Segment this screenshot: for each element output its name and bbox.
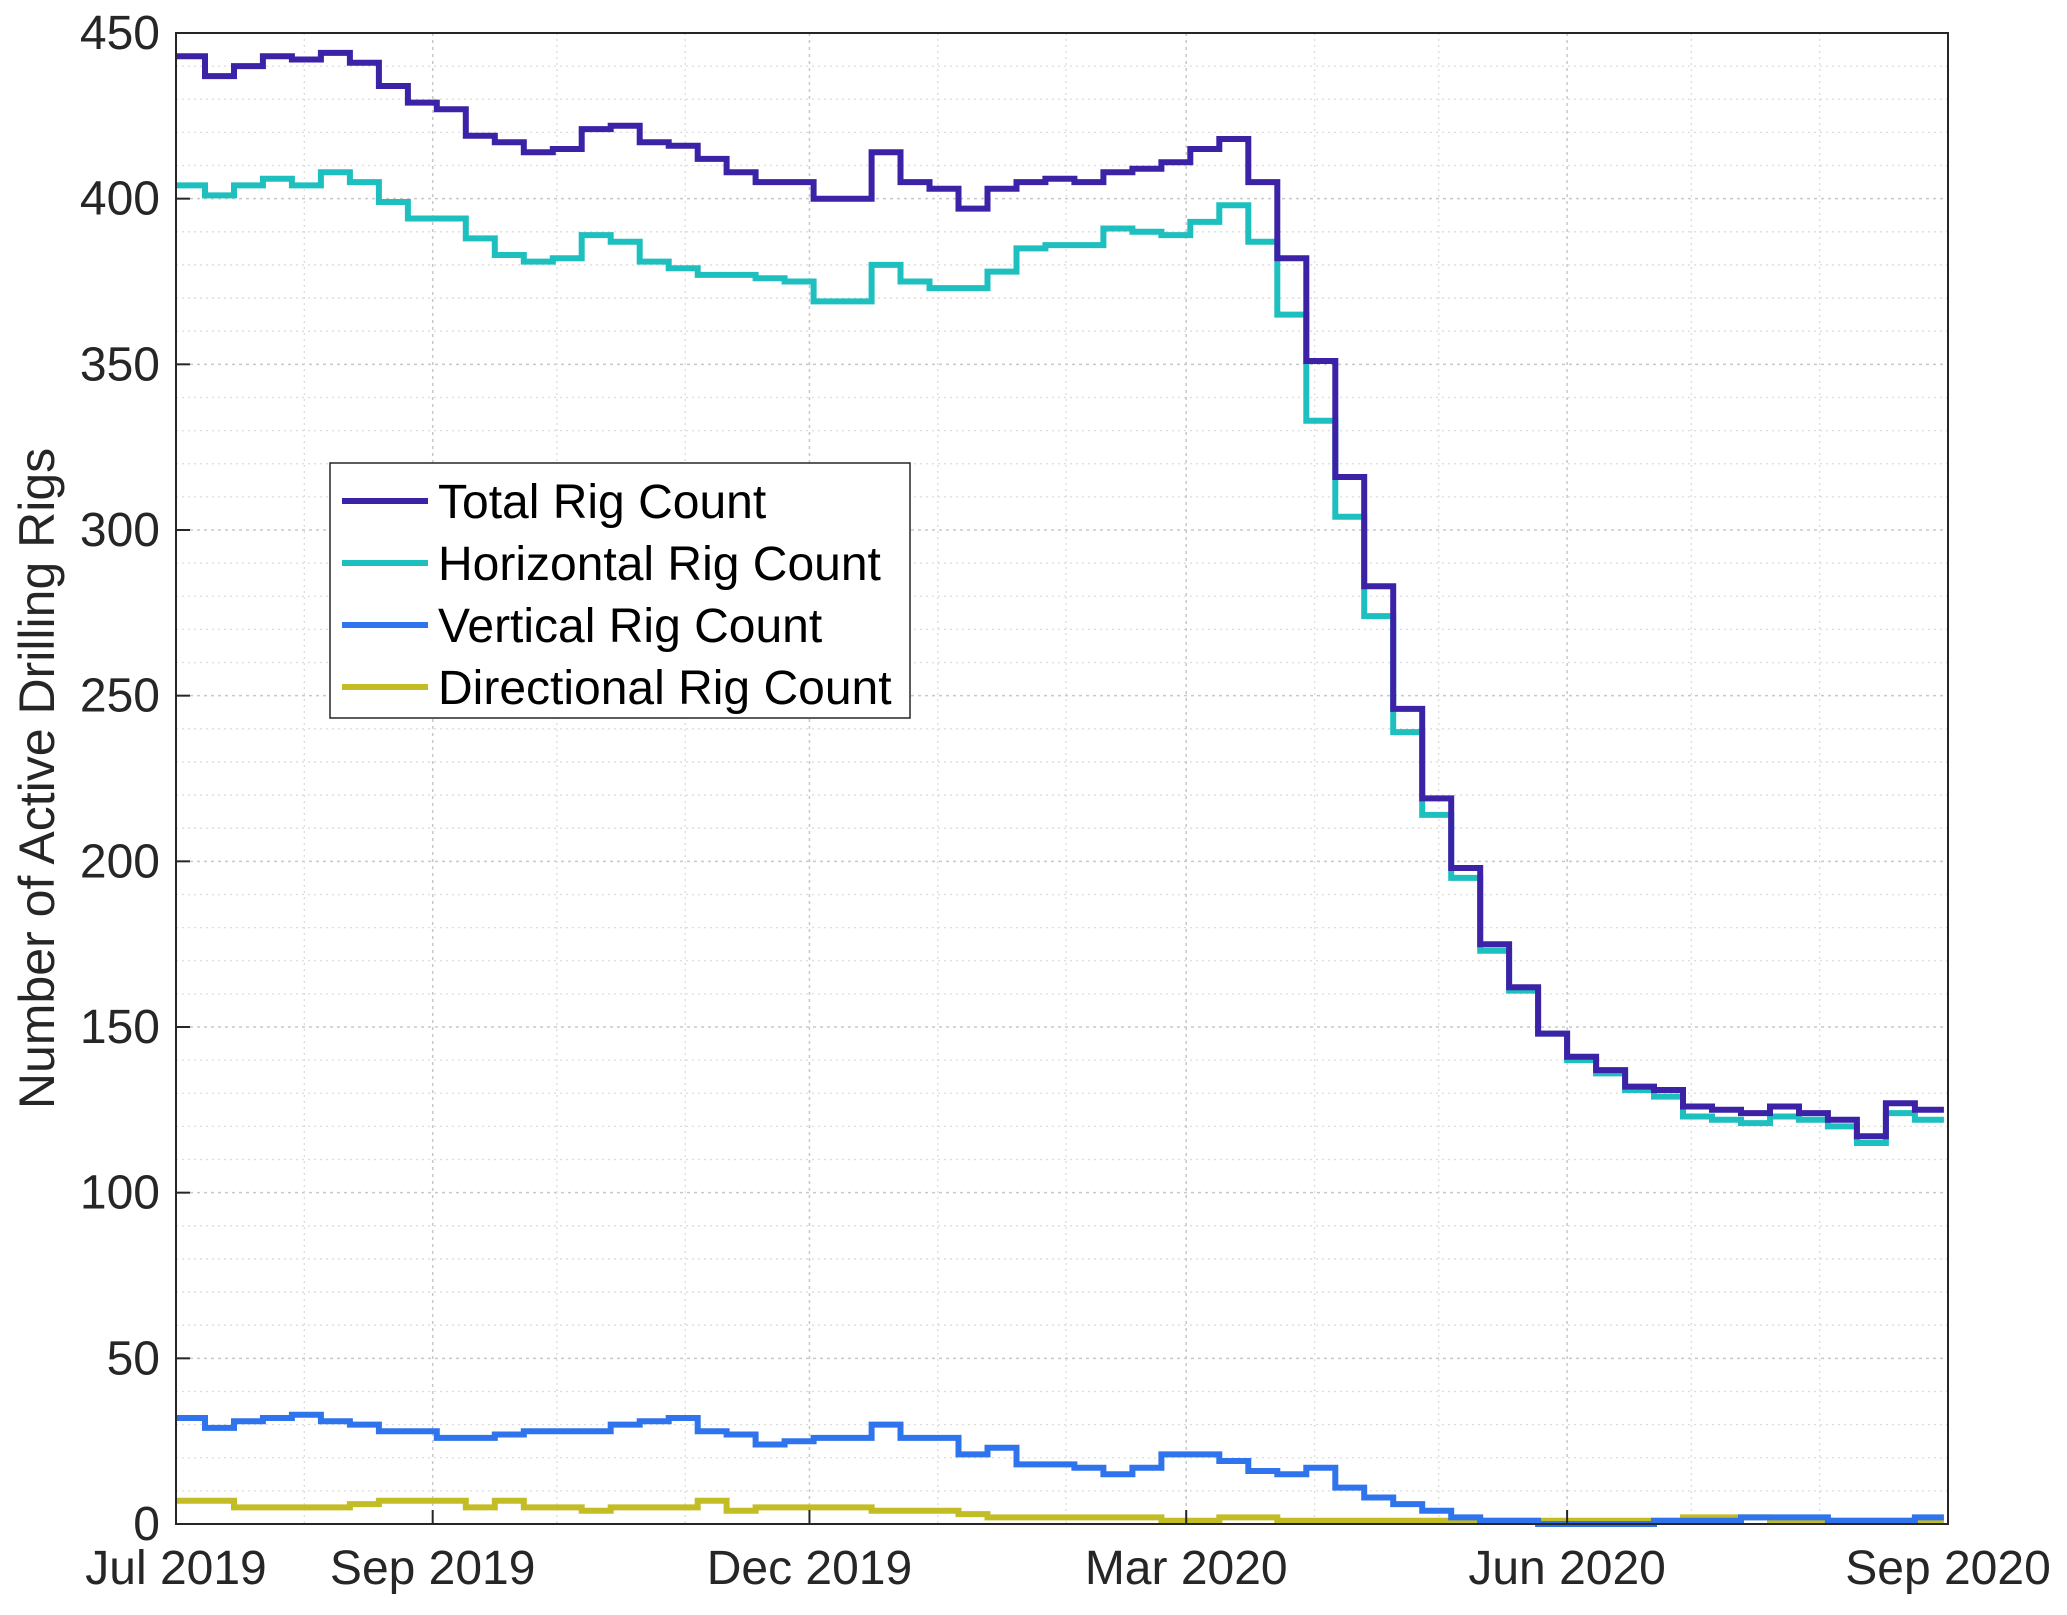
series-line-horizontal-rig-count	[176, 169, 1944, 1146]
legend: Total Rig Count Horizontal Rig Count Verti…	[329, 462, 911, 719]
y-tick-label: 150	[80, 1001, 160, 1054]
y-tick-label: 300	[80, 504, 160, 557]
legend-label: Vertical Rig Count	[438, 600, 822, 653]
y-axis-label: Number of Active Drilling Rigs	[9, 448, 65, 1109]
x-tick-label: Dec 2019	[707, 1542, 912, 1595]
y-tick-label: 0	[133, 1498, 160, 1551]
legend-label: Directional Rig Count	[438, 662, 892, 715]
y-tick-label: 50	[107, 1332, 160, 1385]
legend-box	[329, 462, 911, 719]
series-line-total-rig-count	[176, 49, 1944, 1140]
plot-series	[176, 49, 1944, 1527]
x-tick-label: Jul 2019	[85, 1542, 266, 1595]
series-line-directional-rig-count	[176, 1497, 1944, 1524]
legend-label: Horizontal Rig Count	[438, 538, 881, 591]
y-tick-label: 250	[80, 670, 160, 723]
x-tick-label: Sep 2019	[330, 1542, 536, 1595]
series-line-vertical-rig-count	[176, 1411, 1944, 1527]
axes-box	[175, 32, 1949, 1525]
grid-lines	[176, 33, 1948, 1524]
x-tick-label: Mar 2020	[1085, 1542, 1288, 1595]
y-tick-label: 100	[80, 1167, 160, 1220]
x-tick-label: Sep 2020	[1845, 1542, 2051, 1595]
y-tick-label: 200	[80, 835, 160, 888]
y-tick-label: 400	[80, 173, 160, 226]
y-tick-label: 450	[80, 7, 160, 60]
axis-ticks: Jul 2019 Sep 2019 Dec 2019 Mar 2020 Jun 2020…	[80, 7, 2051, 1595]
y-tick-label: 350	[80, 338, 160, 391]
x-tick-label: Jun 2020	[1468, 1542, 1666, 1595]
legend-label: Total Rig Count	[438, 476, 766, 529]
